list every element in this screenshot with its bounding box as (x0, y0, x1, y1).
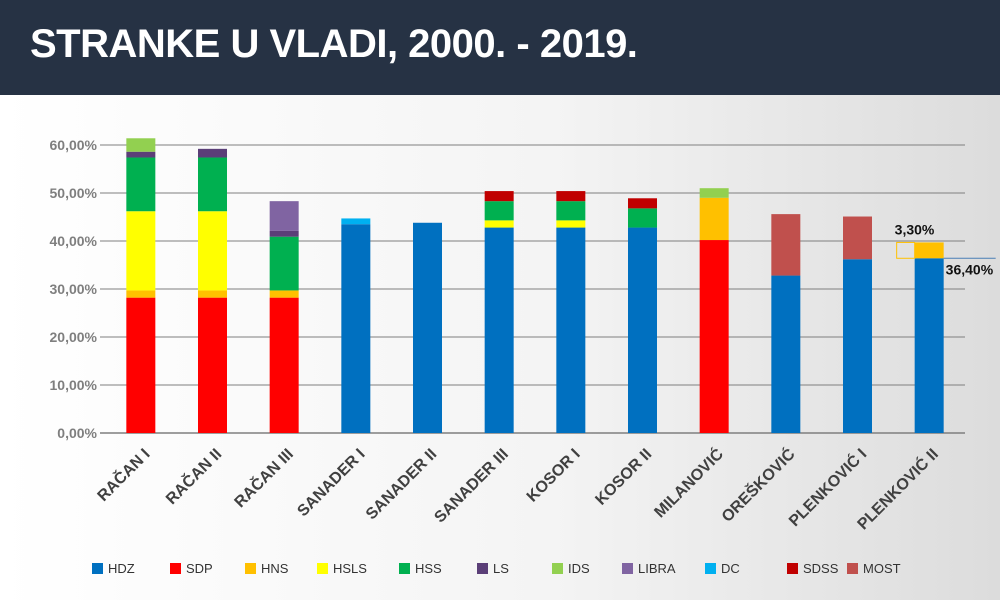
bar-segment-hdz (484, 227, 514, 433)
legend-item-most: MOST (847, 558, 901, 578)
legend-item-sdp: SDP (170, 558, 213, 578)
legend-swatch (477, 562, 488, 574)
chart-legend: HDZ SDP HNS HSLS HSS LS IDS LIBRA DC SDSS MOST (92, 558, 992, 578)
y-tick-label: 50,00% (50, 185, 98, 201)
bar-segment-sdss (484, 191, 514, 202)
y-tick-label: 0,00% (57, 425, 97, 441)
bar-segment-hss (198, 157, 227, 212)
bar-segment-libra (269, 201, 299, 231)
bar-segment-hsls (556, 220, 586, 228)
legend-item-hdz: HDZ (92, 558, 135, 578)
bar-segment-hdz (413, 222, 442, 433)
legend-item-ids: IDS (552, 558, 590, 578)
legend-swatch (92, 562, 103, 574)
bar-segment-hns (914, 242, 944, 259)
legend-item-dc: DC (705, 558, 740, 578)
legend-swatch (787, 562, 798, 574)
bar-segment-ls (126, 151, 156, 158)
legend-swatch (847, 562, 858, 574)
legend-label: IDS (568, 560, 590, 576)
legend-swatch (622, 562, 633, 574)
legend-label: LIBRA (638, 560, 676, 576)
legend-label: MOST (863, 560, 901, 576)
bar-segment-hdz (771, 275, 801, 433)
legend-item-ls: LS (477, 558, 509, 578)
legend-label: LS (493, 560, 509, 576)
bar-segment-hdz (914, 258, 944, 433)
legend-swatch (705, 562, 716, 574)
legend-label: HDZ (108, 560, 135, 576)
bar-segment-hdz (341, 224, 371, 433)
bar-segment-hns (198, 290, 227, 298)
legend-item-sdss: SDSS (787, 558, 838, 578)
x-tick-label: KOSOR II (592, 446, 655, 509)
legend-label: HSLS (333, 560, 367, 576)
bar-segment-hsls (484, 220, 514, 228)
bar-segment-sdss (628, 198, 657, 209)
legend-label: SDSS (803, 560, 839, 576)
legend-swatch (170, 562, 181, 574)
bar-segment-hdz (628, 227, 657, 433)
legend-item-hss: HSS (399, 558, 442, 578)
bar-segment-hsls (198, 211, 227, 291)
legend-item-libra: LIBRA (622, 558, 676, 578)
bar-segment-hss (126, 157, 156, 212)
legend-item-hsls: HSLS (317, 558, 367, 578)
bar-segment-hns (699, 197, 729, 241)
bar-segment-hss (269, 236, 299, 291)
bar-segment-ids (699, 188, 729, 198)
x-tick-label: OREŠKOVIĆ (717, 444, 799, 526)
bar-segment-sdss (556, 191, 586, 202)
legend-swatch (317, 562, 328, 574)
annotation-bracket (896, 241, 916, 259)
bar-segment-sdp (198, 297, 227, 433)
legend-label: DC (721, 560, 740, 576)
bar-segment-hss (628, 208, 657, 228)
bar-segment-ls (198, 148, 227, 158)
data-label: 3,30% (895, 221, 935, 237)
bar-segment-hss (556, 201, 586, 221)
bar-segment-hdz (556, 227, 586, 433)
page-title: STRANKE U VLADI, 2000. - 2019. (30, 22, 638, 66)
x-tick-label: RAČAN I (93, 444, 154, 505)
bar-segment-hdz (843, 259, 872, 433)
data-label: 36,40% (946, 261, 994, 277)
x-tick-label: RAČAN III (230, 444, 297, 511)
bar-segment-hss (484, 201, 514, 221)
stacked-bar-chart: 0,00% 10,00% 20,00% 30,00% 40,00% 50,00% 60,00… (50, 137, 996, 533)
x-tick-label: MILANOVIĆ (650, 444, 727, 521)
header-bar: STRANKE U VLADI, 2000. - 2019. (0, 0, 1000, 95)
bar-segment-sdp (269, 297, 299, 433)
bar-segment-hns (126, 290, 156, 298)
legend-label: HSS (415, 560, 442, 576)
x-tick-label: SANADER I (294, 446, 368, 520)
legend-swatch (399, 562, 410, 574)
bar-segment-sdp (126, 297, 156, 433)
bar-segment-most (843, 216, 872, 260)
x-tick-label: KOSOR I (524, 446, 584, 506)
legend-swatch (245, 562, 256, 574)
y-tick-label: 20,00% (50, 329, 98, 345)
y-tick-label: 30,00% (50, 281, 98, 297)
bar-segment-ls (269, 230, 299, 237)
legend-label: SDP (186, 560, 213, 576)
bar-segment-hsls (126, 211, 156, 291)
y-tick-label: 40,00% (50, 233, 98, 249)
x-tick-label: SANADER III (431, 446, 512, 527)
x-tick-label: RAČAN II (162, 444, 226, 508)
legend-swatch (552, 562, 563, 574)
bar-segment-most (771, 214, 801, 276)
y-tick-label: 60,00% (50, 137, 98, 153)
bar-segment-dc (341, 218, 371, 225)
legend-label: HNS (261, 560, 289, 576)
legend-item-hns: HNS (245, 558, 288, 578)
y-tick-label: 10,00% (50, 377, 98, 393)
x-tick-label: SANADER II (363, 446, 440, 523)
bar-segment-ids (126, 138, 156, 152)
bar-segment-sdp (699, 240, 729, 433)
bar-segment-hns (269, 290, 299, 298)
